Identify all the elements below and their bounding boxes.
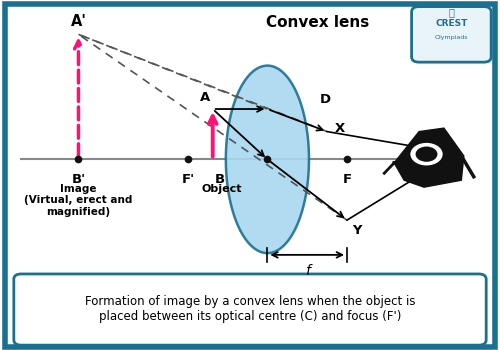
Text: X: X	[334, 121, 345, 135]
Text: B: B	[215, 173, 226, 186]
Text: f: f	[304, 264, 310, 278]
Polygon shape	[226, 65, 309, 253]
Text: Convex lens: Convex lens	[266, 15, 369, 30]
Text: A': A'	[70, 14, 86, 29]
Text: Formation of image by a convex lens when the object is
placed between its optica: Formation of image by a convex lens when…	[85, 295, 415, 323]
Text: Object: Object	[202, 184, 242, 194]
Text: ⛰: ⛰	[448, 7, 454, 17]
Text: F': F'	[182, 173, 194, 186]
Circle shape	[416, 147, 438, 162]
Polygon shape	[394, 128, 464, 187]
Text: D: D	[320, 92, 330, 106]
Text: Olympiads: Olympiads	[434, 35, 468, 40]
Text: A: A	[200, 91, 210, 104]
FancyBboxPatch shape	[412, 7, 491, 62]
Text: B': B'	[72, 173, 86, 186]
Text: CREST: CREST	[435, 20, 468, 28]
Text: Y: Y	[352, 224, 362, 237]
Text: Image
(Virtual, erect and
magnified): Image (Virtual, erect and magnified)	[24, 184, 132, 217]
Ellipse shape	[410, 143, 442, 166]
Text: F: F	[342, 173, 351, 186]
FancyBboxPatch shape	[14, 274, 486, 345]
